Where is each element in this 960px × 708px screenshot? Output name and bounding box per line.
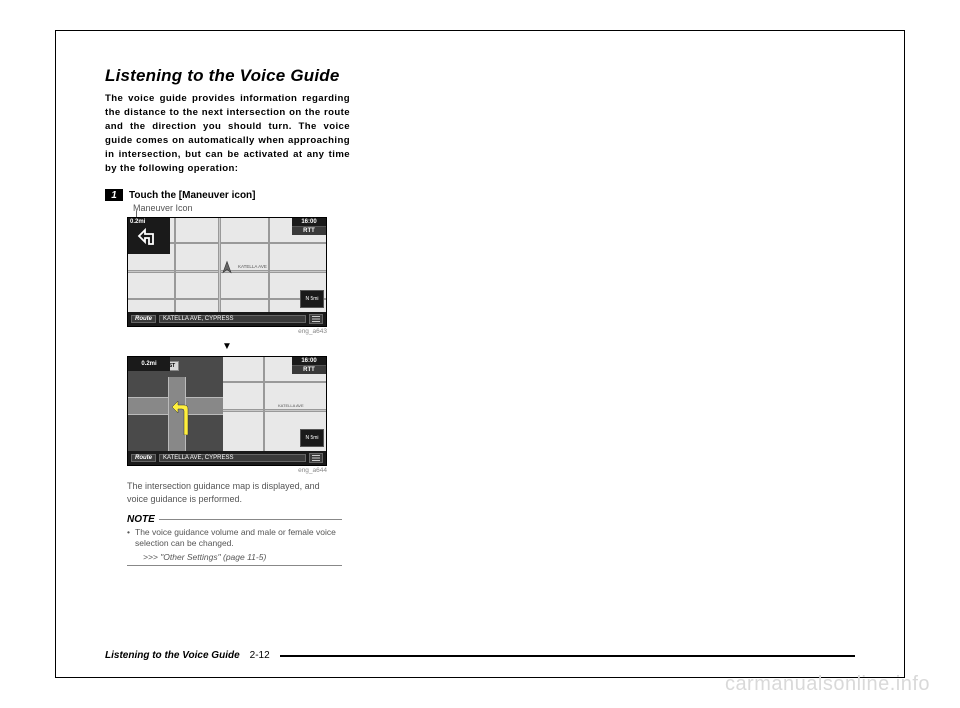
- rule-line: [159, 519, 342, 520]
- street-label: KATELLA AVE: [238, 264, 267, 269]
- compass-scale: N 5mi: [300, 290, 324, 308]
- rule-line: [127, 565, 342, 566]
- street-label: KATELLA AVE: [278, 403, 304, 408]
- intersection-panel: VALLEY VIEW ST: [128, 357, 223, 451]
- note-body: The voice guidance volume and male or fe…: [127, 527, 342, 550]
- status-panel: 16:00 RTT: [292, 218, 326, 235]
- distance-label: 0.2mi: [141, 361, 156, 367]
- footer-page-number: 2-12: [250, 650, 270, 661]
- guidance-arrow-icon: [170, 395, 194, 435]
- bottom-bar: Route KATELLA AVE, CYPRESS: [128, 451, 326, 465]
- compass-scale: N 5mi: [300, 429, 324, 447]
- step-number-badge: 1: [105, 189, 123, 201]
- route-button: Route: [131, 315, 156, 323]
- step-instruction: Touch the [Maneuver icon]: [129, 190, 256, 201]
- figure-ref: eng_a643: [105, 328, 327, 335]
- page-footer: Listening to the Voice Guide 2-12: [105, 650, 855, 661]
- footer-title: Listening to the Voice Guide: [105, 650, 240, 661]
- vehicle-cursor-icon: [220, 261, 234, 280]
- maneuver-panel: 0.2mi: [128, 218, 170, 254]
- clock-label: 16:00: [292, 218, 326, 226]
- result-text: The intersection guidance map is display…: [127, 480, 342, 505]
- note-heading: NOTE: [127, 514, 155, 525]
- maneuver-panel: 0.2mi: [128, 357, 170, 371]
- nav-screenshot-1: KATELLA AVE 0.2mi 16:00 RTT N 5mi Route …: [127, 217, 327, 327]
- section-intro: The voice guide provides information reg…: [105, 92, 350, 175]
- clock-label: 16:00: [292, 357, 326, 365]
- bottom-bar: Route KATELLA AVE, CYPRESS: [128, 312, 326, 326]
- turn-left-icon: [137, 224, 161, 248]
- maneuver-caption: Maneuver Icon: [133, 203, 350, 213]
- nav-screenshot-2: KATELLA AVE VALLEY VIEW ST 0.2mi 16:00 R…: [127, 356, 327, 466]
- address-label: KATELLA AVE, CYPRESS: [159, 454, 306, 462]
- down-arrow-icon: ▼: [105, 341, 349, 352]
- status-panel: 16:00 RTT: [292, 357, 326, 374]
- footer-rule: [280, 655, 855, 657]
- address-label: KATELLA AVE, CYPRESS: [159, 315, 306, 323]
- menu-icon: [309, 453, 323, 463]
- note-crossref: >>> "Other Settings" (page 11-5): [127, 552, 342, 562]
- note-block: NOTE The voice guidance volume and male …: [127, 514, 342, 566]
- section-title: Listening to the Voice Guide: [105, 66, 350, 86]
- rtt-badge: RTT: [292, 365, 326, 374]
- step-1: 1 Touch the [Maneuver icon]: [105, 189, 350, 201]
- content-column: Listening to the Voice Guide The voice g…: [105, 66, 350, 566]
- watermark-text: carmanualsonline.info: [725, 673, 930, 696]
- figure-ref: eng_a644: [105, 467, 327, 474]
- menu-icon: [309, 314, 323, 324]
- route-button: Route: [131, 454, 156, 462]
- rtt-badge: RTT: [292, 226, 326, 235]
